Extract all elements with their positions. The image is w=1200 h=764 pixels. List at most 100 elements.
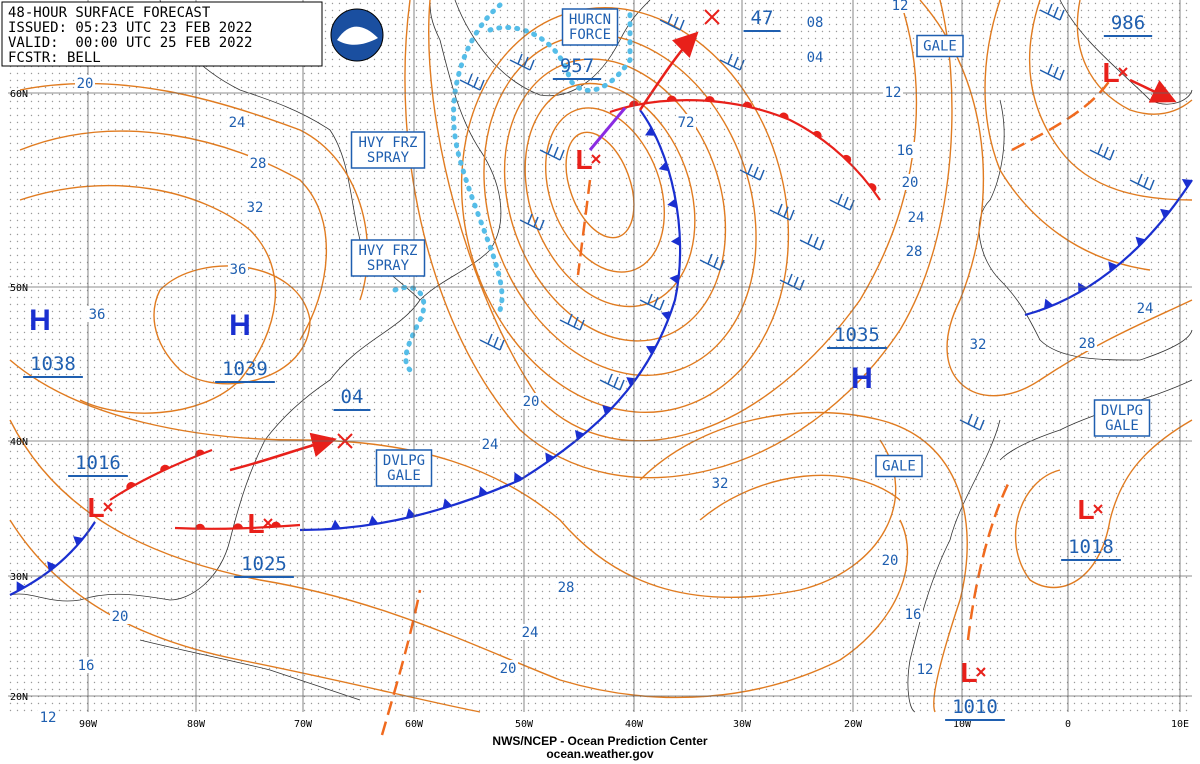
front-symbol — [658, 161, 669, 172]
annotation-box — [350, 239, 426, 277]
footer-line: ocean.weather.gov — [546, 747, 654, 761]
front-symbol — [1108, 261, 1118, 272]
low-symbol: L — [87, 492, 104, 523]
isobar-label-bg — [900, 174, 920, 190]
low-center — [1093, 504, 1103, 514]
isobar-label: 12 — [917, 662, 934, 678]
annotation-text: HVY FRZ — [358, 243, 417, 259]
isobar-label-bg — [883, 84, 903, 100]
wind-barb — [1039, 63, 1065, 81]
low-center — [1118, 67, 1128, 77]
pressure-label: 1025 — [241, 553, 287, 575]
isobar-label: 24 — [1137, 301, 1154, 317]
annotation-box — [350, 131, 426, 169]
isobar-label-bg — [890, 0, 910, 13]
isobar-label-bg — [805, 14, 825, 30]
header-box — [1, 1, 323, 67]
isobar-label: 24 — [482, 437, 499, 453]
isobar-label: 36 — [89, 307, 106, 323]
header-line: FCSTR: BELL — [8, 50, 101, 66]
isobar-label-bg — [676, 114, 696, 130]
isobar-label-bg — [1135, 300, 1155, 316]
storm-track — [1129, 78, 1177, 103]
header-line: VALID: 00:00 UTC 25 FEB 2022 — [8, 35, 252, 51]
isobar-label-bg — [498, 660, 518, 676]
front-symbol — [194, 523, 205, 529]
isobar-label-bg — [227, 114, 247, 130]
isobar-label: 20 — [882, 553, 899, 569]
low-center — [591, 154, 601, 164]
isobar-label: 16 — [78, 658, 95, 674]
low-symbol: L — [1102, 57, 1119, 88]
low-center — [103, 502, 113, 512]
isobar-label: 72 — [678, 115, 695, 131]
trough — [966, 479, 1012, 641]
front-symbol — [667, 198, 677, 209]
pressure-label: 1018 — [1068, 536, 1114, 558]
front-symbol — [270, 521, 281, 527]
annotation-box — [916, 34, 964, 58]
isobar-label: 28 — [1079, 336, 1096, 352]
front-symbol — [1078, 282, 1087, 293]
isobar-label: 32 — [247, 200, 264, 216]
isobar-label-bg — [480, 436, 500, 452]
isobar-label-bg — [903, 606, 923, 622]
isobar-label: 36 — [230, 262, 247, 278]
latitude-label: 30N — [10, 572, 28, 583]
isobar-label-bg — [895, 142, 915, 158]
latitude-label: 40N — [10, 437, 28, 448]
pressure-label: 1035 — [834, 324, 880, 346]
footer-line: NWS/NCEP - Ocean Prediction Center — [492, 734, 707, 748]
annotation-text: SPRAY — [367, 150, 410, 166]
front-symbol — [545, 452, 555, 463]
annotation-box — [875, 454, 923, 478]
front-symbol — [812, 130, 822, 139]
isobar-label-bg — [38, 709, 58, 725]
front-symbol — [842, 154, 852, 164]
annotation-text: DVLPG — [1101, 403, 1143, 419]
wind-barb — [459, 73, 485, 91]
high-symbol: H — [29, 304, 51, 337]
front-symbol — [645, 346, 657, 355]
front-symbol — [442, 498, 453, 509]
isobar-label: 28 — [558, 580, 575, 596]
annotation-text: GALE — [882, 459, 916, 475]
isobar-label: 24 — [229, 115, 246, 131]
front-symbol — [160, 464, 170, 472]
isobar-label-bg — [710, 475, 730, 491]
front-symbol — [666, 95, 677, 101]
front-symbol — [1160, 208, 1171, 219]
isobar-label-bg — [87, 306, 107, 322]
front-symbol — [742, 101, 753, 108]
front-symbol — [232, 523, 243, 529]
wind-barb — [509, 53, 535, 71]
latitude-label: 20N — [10, 692, 28, 703]
longitude-label: 10W — [953, 719, 972, 730]
isobar-label-bg — [245, 199, 265, 215]
front-symbol — [574, 429, 585, 441]
front-symbol — [1135, 236, 1146, 247]
longitude-label: 60W — [405, 719, 424, 730]
isobar-label: 12 — [40, 710, 57, 726]
front-symbol — [478, 486, 489, 497]
isobar-label-bg — [228, 261, 248, 277]
front-symbol — [778, 112, 789, 120]
front-symbol — [368, 515, 379, 526]
wind-barb — [519, 213, 545, 231]
low-center — [263, 518, 273, 528]
front-symbol — [868, 183, 877, 193]
coastlines — [9, 0, 1193, 713]
isobar-label: 32 — [970, 337, 987, 353]
header-line: 48-HOUR SURFACE FORECAST — [8, 5, 211, 21]
isobar-label-bg — [1077, 335, 1097, 351]
isobar-label: 28 — [906, 244, 923, 260]
high-symbol: H — [851, 362, 873, 395]
isobar-label-bg — [915, 661, 935, 677]
isobar-label-bg — [906, 209, 926, 225]
front-symbol — [670, 236, 681, 247]
latitude-label: 50N — [10, 283, 28, 294]
noaa-logo-bird — [337, 26, 378, 45]
high-symbol: H — [229, 309, 251, 342]
isobar-label: 20 — [112, 609, 129, 625]
